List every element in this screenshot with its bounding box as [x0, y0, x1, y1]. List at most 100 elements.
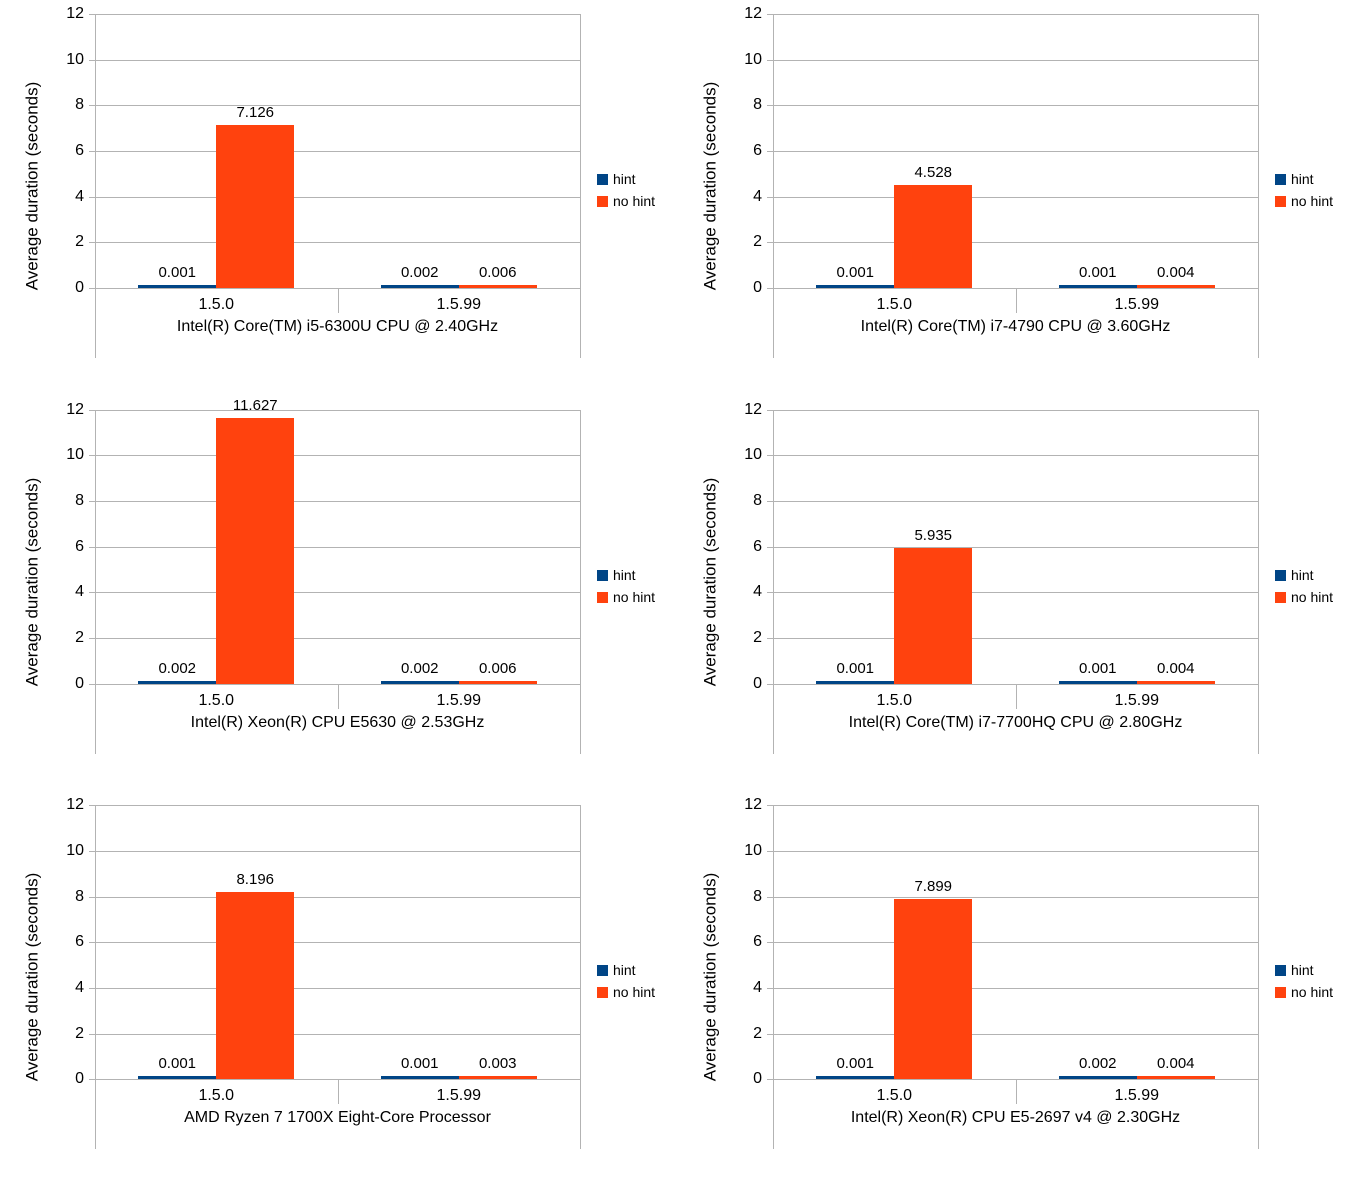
legend-swatch-hint [1275, 569, 1286, 581]
y-tick-label: 6 [753, 537, 762, 555]
y-tick-mark [767, 196, 773, 198]
legend: hint no hint [1275, 963, 1333, 1000]
x-axis-title: Intel(R) Xeon(R) CPU E5-2697 v4 @ 2.30GH… [850, 1109, 1181, 1127]
plot-right-border [1258, 14, 1259, 358]
legend-label: no hint [1291, 984, 1334, 1001]
category-label: 1.5.99 [436, 1087, 481, 1105]
bar-value-label: 0.002 [400, 659, 439, 677]
y-tick-label: 0 [75, 674, 84, 692]
gridline [773, 805, 1258, 807]
y-tick-mark [767, 409, 773, 411]
gridline [95, 546, 580, 548]
bar-no-hint [458, 285, 537, 288]
y-tick-label: 0 [75, 1070, 84, 1088]
y-tick-mark [89, 105, 95, 107]
bar-value-label: 0.001 [836, 1055, 875, 1073]
gridline [773, 637, 1258, 639]
x-axis-title: AMD Ryzen 7 1700X Eight-Core Processor [184, 1109, 491, 1127]
y-tick-mark [89, 14, 95, 15]
y-tick-mark [89, 896, 95, 898]
y-tick-label: 4 [753, 187, 762, 205]
y-tick-mark [89, 805, 95, 807]
bar-value-label: 0.006 [478, 659, 517, 677]
gridline [773, 850, 1258, 852]
y-tick-mark [767, 683, 773, 685]
y-tick-label: 2 [753, 233, 762, 251]
y-tick-mark [89, 637, 95, 639]
plot-right-border [1258, 805, 1259, 1150]
y-axis-title: Average duration (seconds) [700, 477, 720, 686]
legend-label: hint [613, 171, 636, 187]
bar-hint [816, 1076, 895, 1080]
legend-item: no hint [1275, 588, 1334, 605]
category-label: 1.5.99 [1114, 296, 1159, 313]
bar-value-label: 0.004 [1156, 264, 1195, 281]
y-tick-label: 12 [66, 796, 84, 814]
y-tick-mark [767, 105, 773, 107]
y-tick-mark [89, 455, 95, 457]
y-tick-mark [767, 242, 773, 244]
bar-hint [138, 1076, 217, 1080]
y-tick-label: 12 [744, 796, 762, 814]
y-tick-label: 12 [66, 400, 84, 418]
y-axis-title: Average duration (seconds) [700, 873, 720, 1082]
gridline [95, 896, 580, 898]
y-tick-label: 10 [66, 841, 84, 859]
legend-swatch-no-hint [597, 591, 608, 603]
gridline [95, 409, 580, 411]
bar-no-hint [458, 680, 537, 684]
y-tick-label: 8 [75, 887, 84, 905]
y-tick-label: 8 [753, 887, 762, 905]
bar-value-label: 0.001 [836, 659, 875, 677]
plot-left-border [95, 14, 96, 358]
y-tick-label: 8 [75, 96, 84, 114]
legend-label: no hint [1291, 588, 1334, 605]
gridline [95, 987, 580, 989]
gridline [95, 942, 580, 944]
category-label: 1.5.99 [436, 691, 481, 709]
bar-no-hint [1136, 1076, 1215, 1080]
y-tick-mark [89, 242, 95, 244]
bar-value-label: 0.001 [158, 1055, 197, 1073]
y-axis-title: Average duration (seconds) [700, 81, 720, 291]
gridline [95, 637, 580, 639]
y-tick-mark [767, 500, 773, 502]
legend-swatch-hint [597, 965, 608, 977]
gridline [95, 805, 580, 807]
y-tick-label: 4 [75, 187, 84, 205]
legend-label: no hint [613, 984, 656, 1001]
bar-hint [138, 680, 217, 684]
bar-value-label: 0.001 [836, 264, 875, 281]
category-label: 1.5.0 [876, 1087, 913, 1105]
gridline [773, 242, 1258, 244]
y-tick-mark [767, 59, 773, 61]
gridline [95, 196, 580, 198]
legend-swatch-hint [1275, 174, 1286, 185]
plot-left-border [95, 409, 96, 754]
y-tick-label: 10 [744, 446, 762, 464]
bar-value-label: 11.627 [232, 397, 278, 415]
chart-cell: Average duration (seconds) 0 2 4 6 8 10 12 0.001… [0, 0, 678, 395]
y-tick-mark [767, 455, 773, 457]
x-axis-title: Intel(R) Xeon(R) CPU E5630 @ 2.53GHz [190, 713, 485, 731]
y-tick-mark [767, 546, 773, 548]
bar-value-label: 4.528 [914, 163, 953, 181]
bar-no-hint [894, 898, 973, 1080]
y-tick-mark [89, 288, 95, 289]
legend-item: hint [1275, 963, 1333, 978]
y-tick-label: 10 [66, 446, 84, 464]
y-tick-mark [89, 196, 95, 198]
legend-swatch-no-hint [597, 987, 608, 999]
chart-cell: Average duration (seconds) 0 2 4 6 8 10 12 0.002… [0, 396, 678, 791]
category-divider [337, 288, 339, 313]
gridline [773, 455, 1258, 457]
y-tick-mark [89, 546, 95, 548]
plot-left-border [773, 805, 774, 1150]
legend-item: no hint [1275, 985, 1333, 1000]
y-tick-label: 8 [753, 491, 762, 509]
category-divider [337, 1079, 339, 1105]
gridline [773, 592, 1258, 594]
y-tick-label: 4 [75, 583, 84, 601]
y-axis-title: Average duration (seconds) [22, 873, 42, 1082]
legend-label: no hint [613, 588, 656, 605]
